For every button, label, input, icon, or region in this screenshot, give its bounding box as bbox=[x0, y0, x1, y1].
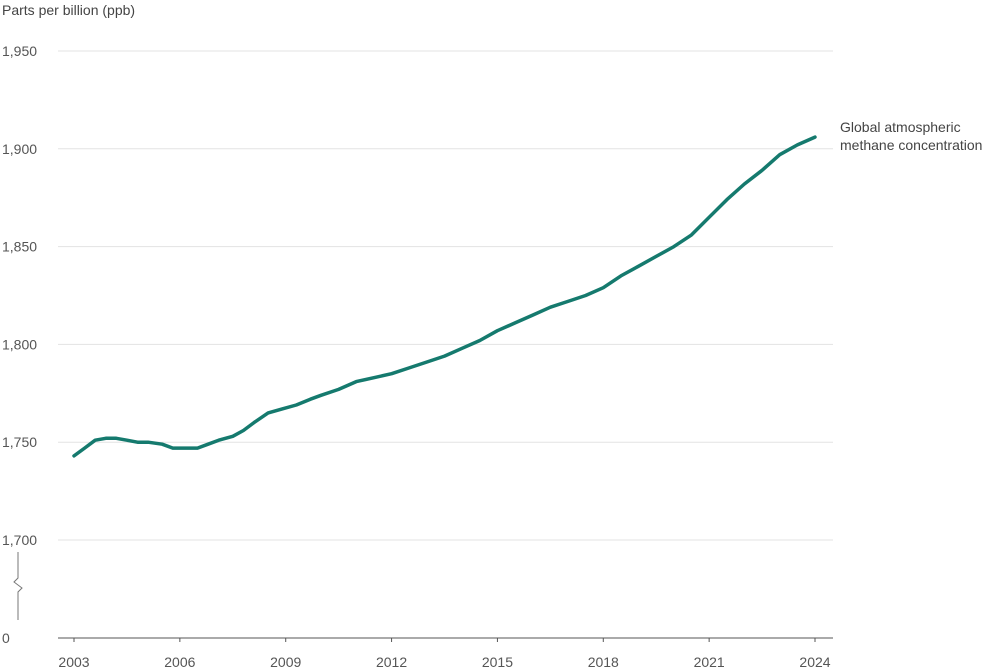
y-axis-title: Parts per billion (ppb) bbox=[2, 2, 136, 18]
x-tick-label: 2012 bbox=[376, 654, 407, 670]
x-tick-label: 2024 bbox=[799, 654, 830, 670]
x-tick-label: 2009 bbox=[270, 654, 301, 670]
y-tick-label: 1,900 bbox=[2, 141, 37, 157]
series-line bbox=[72, 135, 817, 458]
x-tick-label: 2018 bbox=[588, 654, 619, 670]
y-tick-label: 1,950 bbox=[2, 43, 37, 59]
y-tick-label: 1,700 bbox=[2, 532, 37, 548]
x-tick-label: 2015 bbox=[482, 654, 513, 670]
x-tick-label: 2003 bbox=[58, 654, 89, 670]
axis-break-icon bbox=[13, 552, 23, 620]
y-tick-label: 1,750 bbox=[2, 434, 37, 450]
x-tick-label: 2006 bbox=[164, 654, 195, 670]
y-tick-label: 0 bbox=[2, 630, 10, 646]
y-tick-label: 1,800 bbox=[2, 336, 37, 352]
x-tick-label: 2021 bbox=[694, 654, 725, 670]
y-tick-label: 1,850 bbox=[2, 239, 37, 255]
series-label: Global atmospheric methane concentration bbox=[840, 119, 983, 153]
